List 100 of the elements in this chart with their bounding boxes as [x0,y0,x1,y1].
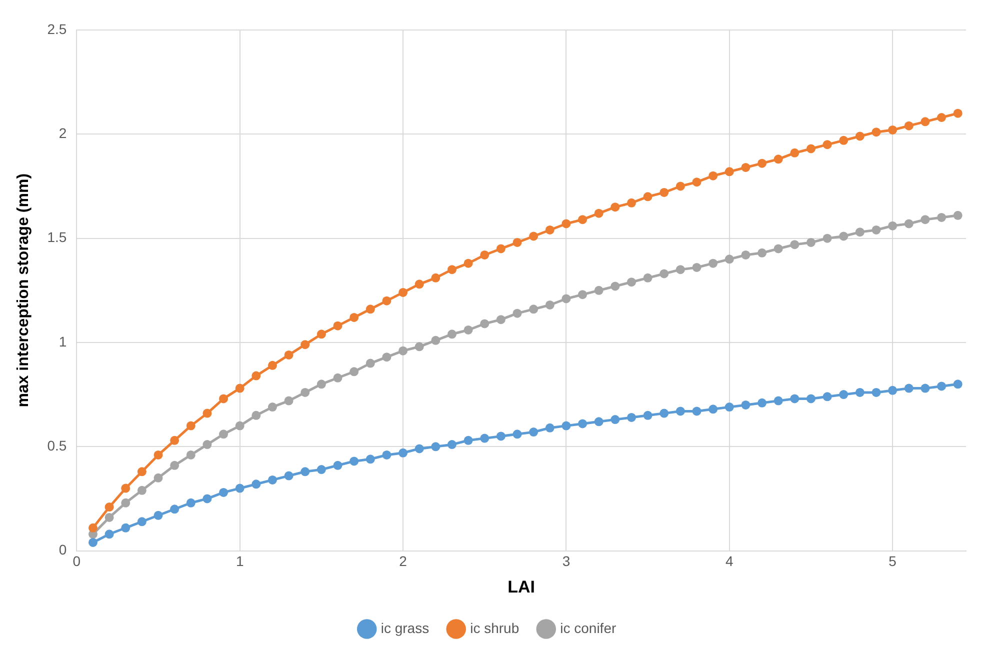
point [186,450,196,460]
point [724,167,734,176]
point [121,523,130,532]
point [284,471,294,480]
point [333,373,342,382]
point [790,148,800,158]
point [774,154,783,164]
point [496,244,506,254]
point [512,430,522,439]
point [937,212,946,222]
point [708,171,718,180]
point [758,248,767,258]
point [839,232,848,241]
point [904,219,914,228]
point [562,294,571,304]
point [366,358,375,368]
point [888,125,898,134]
point [300,340,310,350]
point [447,330,456,339]
point [382,352,392,362]
point [268,475,277,484]
point [431,442,440,452]
point [855,388,864,397]
point [594,208,604,218]
point [414,342,424,352]
point [154,473,163,482]
point [464,325,473,334]
x-tick-label: 1 [236,553,244,570]
point [186,421,196,430]
point [774,396,783,406]
point [284,350,294,360]
point [610,282,620,291]
point [186,498,196,508]
point [414,444,424,454]
point [316,465,326,474]
point [872,225,881,234]
point [839,136,848,145]
point [512,238,522,247]
legend-label: ic grass [380,620,430,636]
point [219,488,228,497]
point [594,417,604,426]
point [398,288,408,297]
x-tick-label: 5 [888,553,897,570]
x-tick-label: 2 [399,553,408,570]
legend-label: ic conifer [560,620,616,636]
point [170,460,180,470]
point [758,158,767,168]
point [643,273,652,282]
point [480,434,490,443]
point [758,398,767,408]
point [137,467,146,476]
point [333,321,342,330]
point [447,440,456,450]
point [774,244,783,254]
point [333,460,342,470]
y-tick-label: 1 [58,333,67,350]
point [137,517,146,526]
x-tick-label: 4 [725,553,734,570]
y-axis-title: max interception storage (mm) [15,173,32,408]
point [741,400,750,410]
point [431,336,440,345]
point [202,494,212,504]
point [660,269,669,278]
point [252,480,261,489]
point [937,382,946,391]
point [464,436,473,445]
point [529,304,538,314]
point [790,240,800,250]
point [121,498,130,508]
point [219,394,228,404]
point [300,388,310,397]
point [235,421,244,430]
legend-label: ic shrub [470,620,520,636]
point [316,380,326,389]
point [219,430,228,439]
point [626,198,636,208]
y-tick-label: 0.5 [47,438,67,454]
point [692,406,702,416]
point [350,367,359,376]
point [104,530,114,539]
point [545,225,554,234]
point [904,121,914,130]
point [398,448,408,458]
point [872,128,881,137]
point [350,456,359,466]
point [121,484,130,493]
point [202,440,212,450]
point [920,384,930,393]
point [741,162,750,172]
point [268,360,277,370]
y-tick-label: 2.5 [47,20,67,37]
point [252,410,261,420]
point [790,394,800,404]
point [562,219,571,228]
point [170,436,180,445]
point [235,384,244,393]
point [676,182,685,191]
point [806,144,816,154]
point [822,140,832,150]
point [529,232,538,241]
